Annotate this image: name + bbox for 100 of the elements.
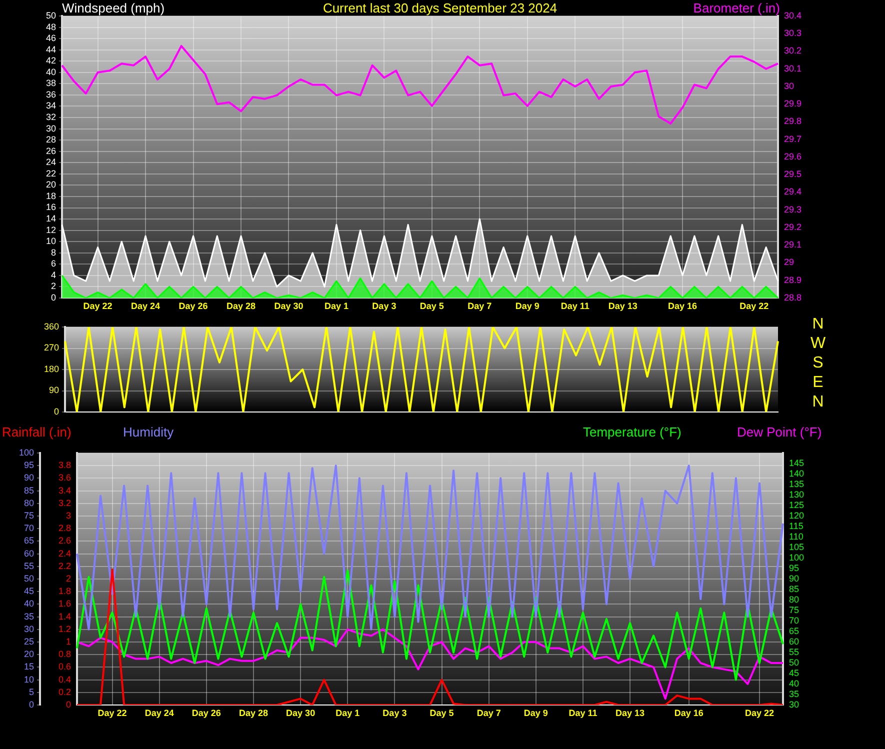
x-tick-label: Day 7: [476, 708, 501, 718]
y-tick-label: 44: [46, 44, 56, 54]
y3-tick-label: 2.4: [58, 548, 71, 558]
y3-tick-label: 3: [66, 510, 71, 520]
x-tick-label: Day 26: [178, 300, 208, 311]
x-tick-label: Day 11: [560, 300, 590, 311]
y-tick-label: 8: [50, 247, 56, 258]
y2-tick-label: 75: [789, 604, 800, 615]
y3-tick-label: 2: [66, 573, 71, 584]
x-tick-label: Day 30: [286, 708, 316, 718]
y2-tick-label: 65: [789, 626, 800, 636]
x-tick-label: Day 28: [238, 708, 268, 718]
y3-tick-label: 1: [66, 636, 71, 646]
y2-tick-label: 35: [789, 688, 800, 699]
x-tick-label: Day 11: [568, 708, 598, 718]
y-tick-label: 50: [24, 573, 34, 584]
x-tick-label: Day 3: [372, 300, 396, 311]
y-tick-label: 90: [48, 385, 59, 396]
y2-tick-label: 30: [784, 80, 794, 91]
y-tick-label: 6: [50, 258, 56, 269]
y-axis-title: Windspeed (mph): [62, 0, 165, 16]
y2-tick-label: 120: [789, 510, 804, 520]
y-tick-label: 46: [46, 33, 56, 44]
y-tick-label: 50: [46, 10, 56, 20]
y-tick-label: 34: [46, 100, 56, 111]
text: S: [812, 354, 824, 372]
y2-tick-label: 85: [789, 584, 800, 594]
y3-tick-label: 0: [66, 699, 71, 710]
y2-tick-label: 28.8: [784, 292, 802, 302]
y-tick-label: 15: [24, 662, 34, 672]
y-tick-label: 30: [46, 123, 56, 134]
x-tick-label: Day 22: [98, 708, 127, 718]
y-tick-label: 16: [46, 202, 56, 212]
x-tick-label: Day 22: [740, 300, 769, 311]
y2-tick-label: 29.8: [784, 116, 802, 126]
text: W: [810, 334, 826, 352]
y2-tick-label: 140: [789, 468, 804, 478]
y3-tick-label: 3.2: [58, 498, 71, 508]
y-tick-label: 30: [24, 624, 34, 634]
text: Dew Point (°F): [737, 424, 822, 440]
y3-tick-label: 0.2: [58, 686, 71, 697]
y-tick-label: 40: [46, 66, 56, 77]
y-tick-label: 26: [46, 146, 56, 156]
x-tick-label: Day 30: [274, 300, 304, 311]
y-tick-label: 14: [46, 214, 56, 224]
y2-tick-label: 30.1: [784, 63, 802, 74]
chart-title: Current last 30 days September 23 2024: [322, 0, 558, 16]
y-tick-label: 45: [24, 586, 34, 596]
y3-tick-label: 2.6: [58, 536, 71, 546]
y2-tick-label: 29.6: [784, 151, 802, 162]
y-tick-label: 28: [46, 134, 56, 145]
x-tick-label: Day 7: [468, 300, 492, 311]
y2-tick-label: 130: [789, 489, 804, 500]
x-tick-label: Day 16: [668, 300, 698, 311]
x-tick-label: Day 22: [744, 708, 774, 718]
y-tick-label: 60: [24, 548, 34, 558]
y-tick-label: 360: [44, 321, 59, 332]
y2-tick-label: 29.2: [784, 222, 802, 232]
y2-tick-label: 110: [789, 531, 804, 542]
y2-tick-label: 29.5: [784, 169, 802, 180]
y-tick-label: 4: [50, 270, 56, 280]
y2-tick-label: 29.9: [784, 98, 802, 109]
y2-tick-label: 30.3: [784, 28, 802, 38]
y2-tick-label: 115: [789, 520, 804, 531]
x-tick-label: Day 5: [420, 300, 444, 311]
y-tick-label: 25: [24, 636, 34, 646]
y2-tick-label: 29.4: [784, 186, 802, 197]
text: N: [812, 393, 824, 410]
y-tick-label: 85: [24, 485, 34, 496]
x-tick-label: Day 3: [382, 708, 407, 718]
x-tick-label: Day 24: [144, 708, 174, 718]
y-tick-label: 75: [24, 510, 34, 520]
y2-tick-label: 29.3: [784, 204, 802, 214]
x-tick-label: Day 13: [608, 300, 638, 311]
y2-tick-label: 40: [789, 678, 800, 688]
y2-tick-label: 100: [789, 552, 804, 562]
y-tick-label: 48: [46, 22, 56, 32]
y2-tick-label: 45: [789, 668, 800, 678]
y-tick-label: 22: [46, 168, 56, 178]
x-tick-label: Day 5: [430, 708, 454, 718]
y3-tick-label: 0.6: [58, 662, 71, 672]
y2-axis-title: Barometer (.in): [693, 0, 780, 16]
y-tick-label: 2: [50, 281, 56, 292]
y-tick-label: 20: [46, 180, 56, 190]
y2-tick-label: 95: [789, 562, 800, 573]
y2-tick-label: 145: [789, 458, 804, 468]
y3-tick-label: 0.8: [58, 649, 71, 660]
y2-tick-label: 125: [789, 500, 804, 510]
y3-tick-label: 3.4: [58, 485, 71, 496]
y2-tick-label: 29.7: [784, 134, 802, 144]
y-tick-label: 95: [24, 460, 34, 470]
x-tick-label: Day 22: [83, 300, 112, 311]
y2-tick-label: 50: [789, 657, 800, 668]
y3-tick-label: 1.6: [58, 598, 71, 609]
y2-tick-label: 90: [789, 573, 800, 584]
y2-tick-label: 29: [784, 257, 794, 268]
x-tick-label: Day 1: [336, 708, 360, 718]
y3-tick-label: 2.2: [58, 560, 71, 571]
y-tick-label: 38: [46, 78, 56, 88]
y2-tick-label: 28.9: [784, 274, 802, 285]
